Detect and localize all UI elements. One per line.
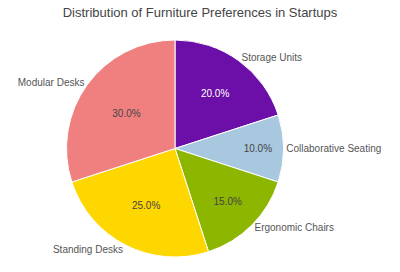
svg-text:Ergonomic Chairs: Ergonomic Chairs xyxy=(254,222,333,233)
svg-text:10.0%: 10.0% xyxy=(244,143,272,154)
svg-text:15.0%: 15.0% xyxy=(214,196,242,207)
svg-text:30.0%: 30.0% xyxy=(112,108,140,119)
svg-text:Distribution of Furniture Pref: Distribution of Furniture Preferences in… xyxy=(63,5,338,20)
svg-text:25.0%: 25.0% xyxy=(132,200,160,211)
svg-text:Modular Desks: Modular Desks xyxy=(18,77,85,88)
svg-text:Storage Units: Storage Units xyxy=(242,52,303,63)
svg-text:20.0%: 20.0% xyxy=(201,88,229,99)
svg-text:Collaborative Seating: Collaborative Seating xyxy=(286,143,381,154)
svg-text:Standing Desks: Standing Desks xyxy=(53,244,123,255)
